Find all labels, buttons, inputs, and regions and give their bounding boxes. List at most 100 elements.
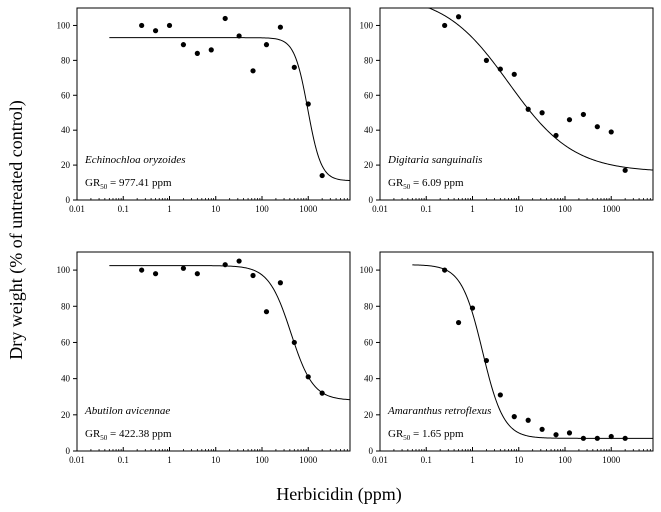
y-tick-label: 60	[364, 90, 374, 100]
plot-frame	[379, 251, 654, 452]
gr50-prefix: GR	[388, 177, 404, 189]
fit-curve	[412, 7, 654, 171]
data-point	[250, 68, 256, 74]
species-label: Echinochloa oryzoides	[84, 154, 186, 166]
data-point	[263, 309, 270, 315]
data-point	[553, 432, 559, 438]
x-tick-label: 1	[167, 455, 172, 465]
data-point	[455, 14, 462, 20]
panel-abutilon: 0.01 0.1 1 10 100 1000 0 20 40 60 80 100 Abutilon av…	[57, 251, 351, 465]
gr50-prefix: GR	[85, 177, 101, 189]
panel-echinochloa: 0.01 0.1 1 10 100 1000 0 20 40 60 80 100 Echinochloa…	[57, 7, 351, 214]
x-tick-label: 1000	[602, 204, 621, 214]
y-tick-label: 20	[364, 160, 374, 170]
gr50-prefix: GR	[388, 428, 404, 440]
panel-digitaria: 0.01 0.1 1 10 100 1000 0 20 40 60 80 100 Digitaria s…	[360, 7, 654, 214]
gr50-subscript: 50	[100, 183, 108, 191]
x-tick-label: 0.01	[372, 204, 388, 214]
data-point	[208, 47, 214, 53]
x-tick-label: 100	[255, 204, 269, 214]
data-point	[442, 267, 448, 273]
gr50-value: = 977.41 ppm	[107, 177, 172, 189]
x-tick-label: 10	[514, 204, 524, 214]
y-tick-label: 0	[369, 195, 374, 205]
y-tick-label: 40	[61, 374, 71, 384]
gr50-subscript: 50	[100, 434, 108, 442]
data-point	[236, 33, 242, 39]
data-point	[222, 15, 228, 22]
gr50-label: GR50 = 422.38 ppm	[85, 428, 172, 442]
data-point	[608, 129, 614, 135]
data-point	[250, 272, 256, 279]
gr50-value: = 422.38 ppm	[107, 428, 172, 440]
data-point	[566, 117, 573, 123]
y-tick-label: 20	[61, 410, 71, 420]
y-tick-label: 60	[61, 337, 71, 347]
y-axis-title: Dry weight (% of untreated control)	[6, 100, 27, 359]
data-point	[525, 417, 531, 423]
data-point	[291, 64, 297, 70]
y-tick-label: 20	[364, 410, 374, 420]
gr50-value: = 6.09 ppm	[410, 177, 464, 189]
x-tick-label: 1000	[299, 204, 318, 214]
x-tick-label: 0.1	[118, 455, 129, 465]
data-point	[622, 167, 628, 173]
data-point	[166, 22, 173, 29]
gr50-subscript: 50	[403, 183, 411, 191]
x-tick-label: 0.01	[69, 204, 85, 214]
data-point	[483, 357, 490, 364]
x-tick-label: 0.1	[118, 204, 129, 214]
y-tick-label: 20	[61, 160, 71, 170]
y-tick-label: 100	[360, 265, 374, 275]
y-tick-label: 80	[61, 301, 71, 311]
data-point	[139, 22, 145, 29]
x-tick-label: 0.1	[421, 204, 432, 214]
x-tick-label: 10	[211, 455, 221, 465]
x-tick-label: 0.1	[421, 455, 432, 465]
x-tick-label: 1	[470, 455, 475, 465]
x-tick-label: 100	[558, 455, 572, 465]
data-point	[277, 24, 283, 30]
x-tick-label: 100	[558, 204, 572, 214]
data-point	[152, 271, 159, 277]
x-tick-label: 0.01	[69, 455, 85, 465]
data-point	[539, 426, 545, 432]
gr50-label: GR50 = 977.41 ppm	[85, 177, 172, 191]
y-tick-label: 60	[364, 337, 374, 347]
y-tick-label: 0	[369, 446, 374, 456]
y-tick-label: 0	[66, 195, 71, 205]
x-axis-title: Herbicidin (ppm)	[276, 484, 401, 505]
x-tick-label: 0.01	[372, 455, 388, 465]
gr50-subscript: 50	[403, 434, 411, 442]
y-tick-label: 80	[364, 55, 374, 65]
data-point	[194, 50, 200, 56]
y-tick-label: 80	[61, 55, 71, 65]
data-point	[194, 271, 200, 277]
y-tick-label: 100	[57, 20, 71, 30]
fit-curve	[109, 265, 351, 401]
y-tick-label: 60	[61, 90, 71, 100]
gr50-prefix: GR	[85, 428, 101, 440]
x-tick-label: 10	[514, 455, 524, 465]
data-point	[539, 110, 545, 116]
data-point	[497, 66, 503, 72]
data-point	[180, 265, 187, 271]
data-point	[263, 42, 270, 48]
data-point	[305, 101, 311, 107]
gr50-value: = 1.65 ppm	[410, 428, 464, 440]
data-point	[222, 262, 228, 268]
data-point	[291, 339, 297, 346]
data-point	[139, 267, 145, 273]
data-point	[180, 42, 187, 48]
data-point	[305, 374, 311, 380]
species-label: Amaranthus retroflexus	[387, 405, 491, 417]
y-tick-label: 80	[364, 301, 374, 311]
data-point	[566, 430, 573, 436]
x-tick-label: 1	[167, 204, 172, 214]
y-tick-label: 40	[61, 125, 71, 135]
data-point	[594, 435, 600, 441]
data-point	[469, 305, 476, 311]
species-label: Digitaria sanguinalis	[387, 154, 482, 166]
y-tick-label: 100	[360, 20, 374, 30]
